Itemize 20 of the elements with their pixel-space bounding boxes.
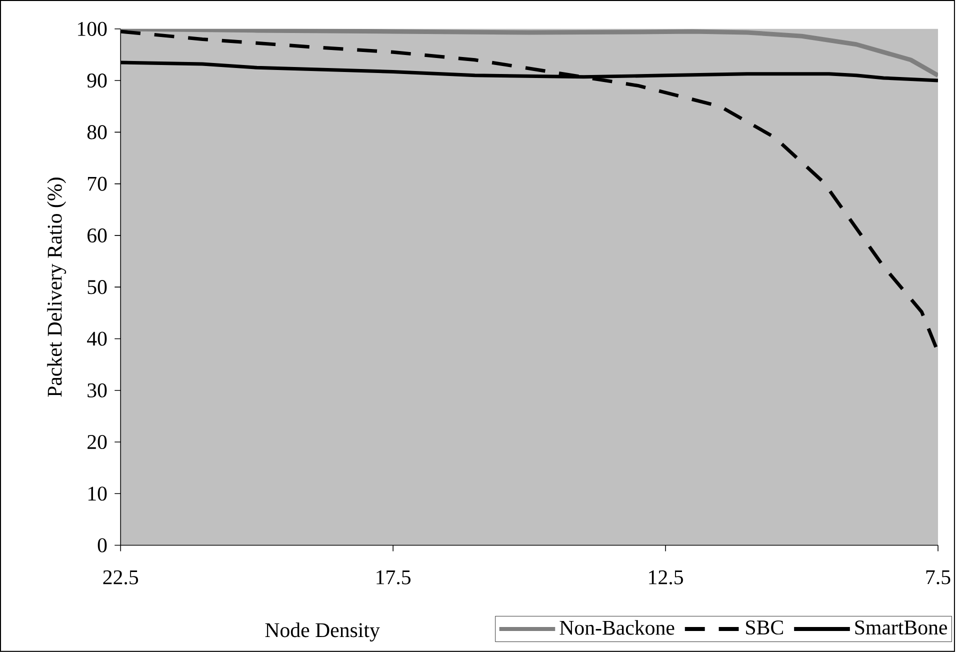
y-tick-label: 10	[88, 486, 107, 501]
y-tick-label: 50	[88, 280, 107, 294]
y-tick-label: 90	[87, 74, 107, 88]
y-axis-title: Packet Delivery Ratio (%)	[47, 178, 66, 397]
x-tick-label: 22.5	[103, 570, 138, 584]
y-tick-label: 0	[98, 538, 107, 552]
y-tick-label: 40	[87, 332, 107, 346]
y-tick-label: 20	[88, 434, 107, 450]
x-tick-label: 7.5	[926, 570, 950, 584]
legend-label: Non-Backone	[560, 620, 674, 635]
x-tick-label: 12.5	[649, 570, 683, 584]
y-tick-label: 70	[88, 176, 107, 191]
legend-label: SmartBone	[855, 620, 948, 635]
y-tick-label: 100	[78, 22, 107, 36]
y-tick-label: 60	[88, 228, 107, 243]
y-tick-label: 30	[88, 383, 107, 398]
legend-label: SBC	[746, 620, 783, 635]
y-tick-label: 80	[87, 125, 107, 140]
x-tick-label: 17.5	[376, 570, 411, 584]
x-axis-title: Node Density	[265, 622, 380, 642]
